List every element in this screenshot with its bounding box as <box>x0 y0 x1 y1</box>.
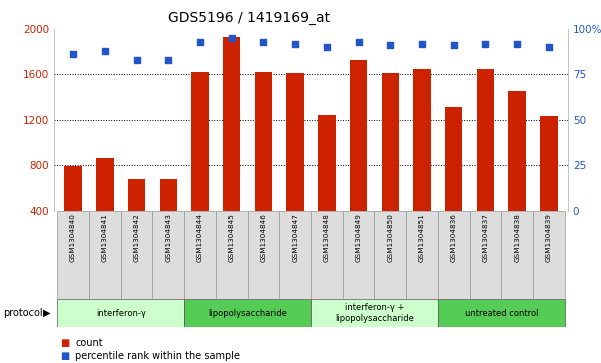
Point <box>354 39 364 45</box>
Text: lipopolysaccharide: lipopolysaccharide <box>208 309 287 318</box>
Point <box>163 57 173 63</box>
Bar <box>477 69 494 211</box>
FancyBboxPatch shape <box>374 211 406 299</box>
Bar <box>540 117 558 211</box>
Text: GSM1304843: GSM1304843 <box>165 213 171 262</box>
Point <box>132 57 141 63</box>
Text: interferon-γ +
lipopolysaccharide: interferon-γ + lipopolysaccharide <box>335 303 414 323</box>
FancyBboxPatch shape <box>57 211 89 299</box>
Bar <box>255 72 272 211</box>
FancyBboxPatch shape <box>533 211 565 299</box>
Text: GSM1304848: GSM1304848 <box>324 213 330 262</box>
Point <box>195 39 205 45</box>
Text: GSM1304846: GSM1304846 <box>260 213 266 262</box>
Bar <box>96 158 114 211</box>
FancyBboxPatch shape <box>216 211 248 299</box>
Text: percentile rank within the sample: percentile rank within the sample <box>75 351 240 361</box>
Point <box>417 41 427 46</box>
Point <box>322 44 332 50</box>
Text: GSM1304842: GSM1304842 <box>133 213 139 262</box>
Text: GSM1304850: GSM1304850 <box>387 213 393 262</box>
Text: GSM1304845: GSM1304845 <box>229 213 235 262</box>
FancyBboxPatch shape <box>279 211 311 299</box>
Bar <box>318 115 335 211</box>
Bar <box>438 299 565 327</box>
FancyBboxPatch shape <box>184 211 216 299</box>
Bar <box>159 179 177 211</box>
Text: count: count <box>75 338 103 348</box>
FancyBboxPatch shape <box>438 211 469 299</box>
Bar <box>184 299 311 327</box>
Bar <box>508 91 526 211</box>
Bar <box>413 69 431 211</box>
FancyBboxPatch shape <box>501 211 533 299</box>
Text: GSM1304847: GSM1304847 <box>292 213 298 262</box>
Text: GSM1304839: GSM1304839 <box>546 213 552 262</box>
Text: ■: ■ <box>60 351 69 361</box>
Point <box>100 48 109 54</box>
Bar <box>311 299 438 327</box>
Text: GSM1304836: GSM1304836 <box>451 213 457 262</box>
Bar <box>445 107 463 211</box>
FancyBboxPatch shape <box>121 211 153 299</box>
Bar <box>64 166 82 211</box>
Text: GSM1304841: GSM1304841 <box>102 213 108 262</box>
Point <box>544 44 554 50</box>
Bar <box>128 179 145 211</box>
Text: GSM1304851: GSM1304851 <box>419 213 425 262</box>
Bar <box>382 73 399 211</box>
FancyBboxPatch shape <box>469 211 501 299</box>
Text: GSM1304849: GSM1304849 <box>356 213 362 262</box>
Bar <box>350 60 367 211</box>
FancyBboxPatch shape <box>343 211 374 299</box>
Point <box>258 39 268 45</box>
Point <box>290 41 300 46</box>
FancyBboxPatch shape <box>406 211 438 299</box>
Text: protocol: protocol <box>3 308 43 318</box>
Point <box>227 35 237 41</box>
Text: GSM1304837: GSM1304837 <box>483 213 489 262</box>
Text: GSM1304840: GSM1304840 <box>70 213 76 262</box>
FancyBboxPatch shape <box>153 211 184 299</box>
Text: interferon-γ: interferon-γ <box>96 309 145 318</box>
Text: GDS5196 / 1419169_at: GDS5196 / 1419169_at <box>168 11 331 25</box>
Text: ■: ■ <box>60 338 69 348</box>
FancyBboxPatch shape <box>311 211 343 299</box>
Point <box>385 42 395 48</box>
Point <box>449 42 459 48</box>
Bar <box>223 37 240 211</box>
Text: GSM1304838: GSM1304838 <box>514 213 520 262</box>
Bar <box>57 299 184 327</box>
Text: GSM1304844: GSM1304844 <box>197 213 203 262</box>
FancyBboxPatch shape <box>89 211 121 299</box>
Bar <box>287 73 304 211</box>
Bar <box>191 72 209 211</box>
Point <box>69 52 78 57</box>
FancyBboxPatch shape <box>248 211 279 299</box>
Point <box>513 41 522 46</box>
Text: ▶: ▶ <box>43 308 50 318</box>
Text: untreated control: untreated control <box>465 309 538 318</box>
Point <box>481 41 490 46</box>
